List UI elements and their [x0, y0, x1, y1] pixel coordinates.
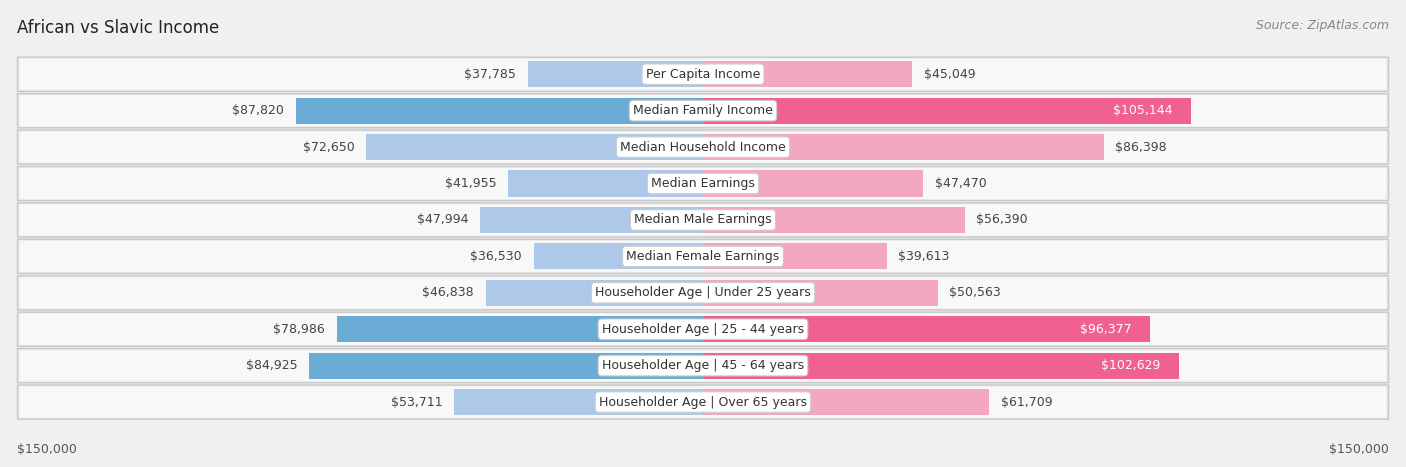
- FancyBboxPatch shape: [17, 57, 1389, 92]
- FancyBboxPatch shape: [20, 168, 1386, 199]
- Text: African vs Slavic Income: African vs Slavic Income: [17, 19, 219, 37]
- Text: $46,838: $46,838: [422, 286, 474, 299]
- Text: Per Capita Income: Per Capita Income: [645, 68, 761, 81]
- FancyBboxPatch shape: [20, 313, 1386, 345]
- Text: Median Female Earnings: Median Female Earnings: [627, 250, 779, 263]
- Bar: [703, 134, 1104, 160]
- Text: $45,049: $45,049: [924, 68, 976, 81]
- FancyBboxPatch shape: [20, 386, 1386, 418]
- FancyBboxPatch shape: [17, 312, 1389, 347]
- Text: Median Family Income: Median Family Income: [633, 104, 773, 117]
- Text: $39,613: $39,613: [898, 250, 950, 263]
- FancyBboxPatch shape: [20, 131, 1386, 163]
- Bar: [703, 389, 990, 415]
- Text: Median Male Earnings: Median Male Earnings: [634, 213, 772, 226]
- FancyBboxPatch shape: [17, 203, 1389, 237]
- Bar: [309, 353, 703, 379]
- Bar: [485, 280, 703, 306]
- Bar: [703, 243, 887, 269]
- FancyBboxPatch shape: [17, 239, 1389, 274]
- Bar: [454, 389, 703, 415]
- FancyBboxPatch shape: [17, 93, 1389, 128]
- Text: $87,820: $87,820: [232, 104, 284, 117]
- Bar: [703, 316, 1150, 342]
- Bar: [509, 170, 703, 197]
- Text: Householder Age | Over 65 years: Householder Age | Over 65 years: [599, 396, 807, 409]
- Bar: [703, 280, 938, 306]
- Bar: [533, 243, 703, 269]
- Text: $86,398: $86,398: [1115, 141, 1167, 154]
- Text: Source: ZipAtlas.com: Source: ZipAtlas.com: [1256, 19, 1389, 32]
- FancyBboxPatch shape: [20, 204, 1386, 236]
- Text: $53,711: $53,711: [391, 396, 443, 409]
- FancyBboxPatch shape: [17, 385, 1389, 419]
- Text: $61,709: $61,709: [1001, 396, 1053, 409]
- Text: $47,470: $47,470: [935, 177, 987, 190]
- Bar: [703, 170, 924, 197]
- Text: Median Earnings: Median Earnings: [651, 177, 755, 190]
- Text: $72,650: $72,650: [302, 141, 354, 154]
- Text: $105,144: $105,144: [1112, 104, 1173, 117]
- FancyBboxPatch shape: [20, 58, 1386, 90]
- Bar: [295, 98, 703, 124]
- FancyBboxPatch shape: [20, 350, 1386, 382]
- FancyBboxPatch shape: [20, 241, 1386, 272]
- FancyBboxPatch shape: [17, 130, 1389, 164]
- Bar: [703, 98, 1191, 124]
- Text: $37,785: $37,785: [464, 68, 516, 81]
- Bar: [366, 134, 703, 160]
- Text: $56,390: $56,390: [976, 213, 1028, 226]
- Bar: [481, 207, 703, 233]
- FancyBboxPatch shape: [20, 277, 1386, 309]
- Text: $41,955: $41,955: [446, 177, 496, 190]
- Text: $47,994: $47,994: [418, 213, 468, 226]
- FancyBboxPatch shape: [17, 166, 1389, 201]
- FancyBboxPatch shape: [17, 276, 1389, 310]
- Text: Householder Age | 45 - 64 years: Householder Age | 45 - 64 years: [602, 359, 804, 372]
- Text: Householder Age | 25 - 44 years: Householder Age | 25 - 44 years: [602, 323, 804, 336]
- Bar: [703, 61, 912, 87]
- Text: $78,986: $78,986: [273, 323, 325, 336]
- Text: $84,925: $84,925: [246, 359, 297, 372]
- Text: Median Household Income: Median Household Income: [620, 141, 786, 154]
- Bar: [703, 207, 965, 233]
- Text: $150,000: $150,000: [17, 443, 77, 456]
- Bar: [336, 316, 703, 342]
- Text: $96,377: $96,377: [1080, 323, 1132, 336]
- Text: $102,629: $102,629: [1101, 359, 1160, 372]
- Text: $50,563: $50,563: [949, 286, 1001, 299]
- Bar: [703, 353, 1180, 379]
- Text: Householder Age | Under 25 years: Householder Age | Under 25 years: [595, 286, 811, 299]
- FancyBboxPatch shape: [20, 95, 1386, 127]
- Bar: [527, 61, 703, 87]
- Text: $36,530: $36,530: [470, 250, 522, 263]
- FancyBboxPatch shape: [17, 348, 1389, 383]
- Text: $150,000: $150,000: [1329, 443, 1389, 456]
